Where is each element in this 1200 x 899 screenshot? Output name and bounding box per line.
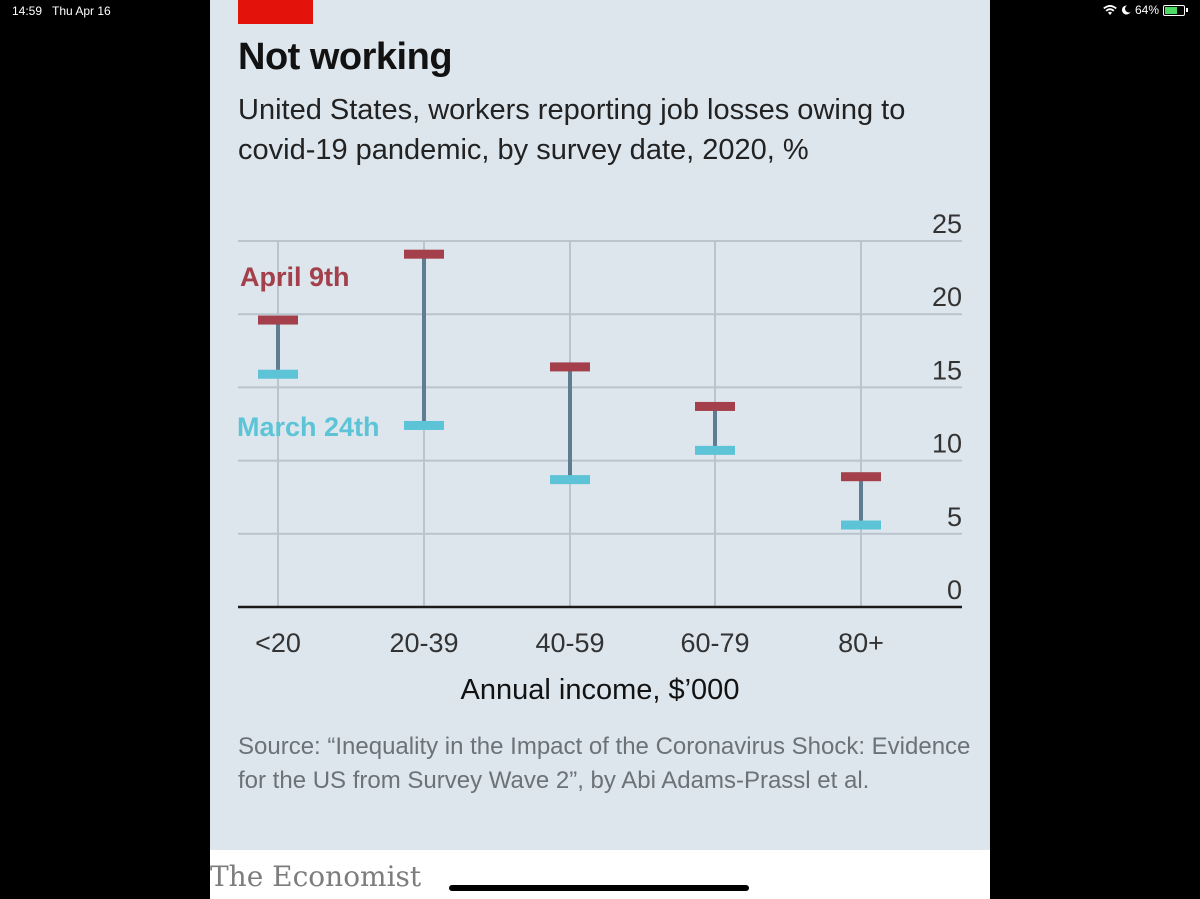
x-tick-label-2: 40-59 [535, 628, 604, 658]
march-marker-2 [550, 475, 590, 485]
status-indicators: 64% [1103, 3, 1188, 17]
y-tick-label-0: 0 [947, 575, 962, 605]
legend-april: April 9th [240, 262, 350, 292]
april-marker-0 [258, 315, 298, 325]
legend-march: March 24th [237, 412, 380, 442]
economist-logo: The Economist [210, 860, 422, 893]
x-tick-label-4: 80+ [838, 628, 884, 658]
march-marker-3 [695, 445, 735, 455]
april-marker-3 [695, 401, 735, 411]
y-tick-label-20: 20 [932, 282, 962, 312]
battery-percent: 64% [1134, 3, 1159, 17]
moon-icon [1121, 5, 1131, 15]
source-note: Source: “Inequality in the Impact of the… [238, 733, 971, 794]
status-date: Thu Apr 16 [52, 4, 111, 18]
battery-fill [1165, 6, 1177, 14]
april-marker-4 [841, 472, 881, 482]
x-axis-label: Annual income, $’000 [460, 674, 740, 706]
x-tick-label-1: 20-39 [389, 628, 458, 658]
red-tab [238, 0, 313, 24]
april-marker-2 [550, 362, 590, 372]
y-tick-label-15: 15 [932, 355, 962, 385]
x-tick-label-3: 60-79 [680, 628, 749, 658]
chart-card: Not working United States, workers repor… [210, 0, 990, 899]
april-marker-1 [404, 249, 444, 259]
march-marker-4 [841, 520, 881, 530]
march-marker-0 [258, 369, 298, 379]
chart-subtitle: United States, workers reporting job los… [238, 94, 906, 166]
chart-plot: 0 5 10 15 20 25 <20 20-39 40-59 60-79 80+ April 9th… [237, 209, 962, 658]
y-tick-label-25: 25 [932, 209, 962, 239]
wifi-icon [1103, 4, 1117, 15]
battery-tip [1186, 8, 1188, 12]
y-tick-label-5: 5 [947, 502, 962, 532]
x-tick-label-0: <20 [255, 628, 301, 658]
y-tick-label-10: 10 [932, 429, 962, 459]
march-marker-1 [404, 420, 444, 430]
chart-title: Not working [238, 36, 453, 78]
home-indicator[interactable] [449, 885, 749, 891]
status-bar: 14:59 Thu Apr 16 64% [0, 0, 1200, 22]
battery-icon [1163, 4, 1185, 16]
footer: The Economist [210, 850, 990, 899]
status-time: 14:59 [12, 4, 43, 18]
